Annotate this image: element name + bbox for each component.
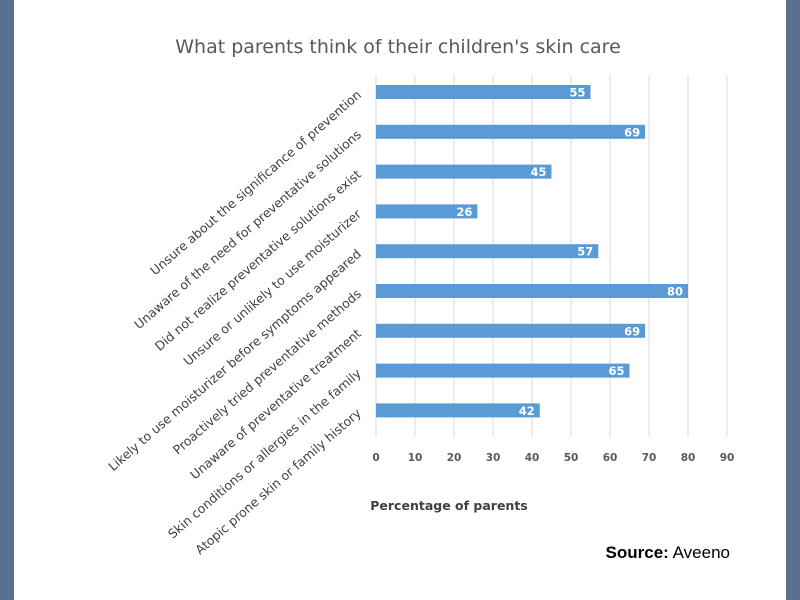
bar xyxy=(376,85,591,99)
x-tick-label: 20 xyxy=(447,452,462,464)
x-tick-label: 0 xyxy=(372,452,379,464)
data-label: 55 xyxy=(569,86,585,100)
source-value: Aveeno xyxy=(672,543,730,562)
x-tick-label: 60 xyxy=(603,452,618,464)
data-label: 42 xyxy=(519,404,535,418)
source-label: Source: xyxy=(605,543,669,562)
bar xyxy=(376,204,478,219)
data-label: 26 xyxy=(456,205,472,219)
data-label: 80 xyxy=(667,285,683,299)
bar xyxy=(376,363,630,378)
x-tick-label: 30 xyxy=(486,452,501,464)
bar-chart: What parents think of their children's s… xyxy=(105,36,734,558)
data-label: 45 xyxy=(530,165,546,179)
source-note: Source: Aveeno xyxy=(606,543,730,563)
bar xyxy=(376,164,552,179)
bar xyxy=(376,124,646,139)
category-label: Unsure about the significance of prevent… xyxy=(147,87,364,278)
category-label: Did not realize preventative solutions e… xyxy=(152,166,364,353)
chart-card: What parents think of their children's s… xyxy=(14,0,786,600)
x-tick-label: 10 xyxy=(408,452,423,464)
bar xyxy=(376,323,646,338)
x-tick-label: 90 xyxy=(720,452,735,464)
category-label: Atopic prone skin or family history xyxy=(192,405,364,558)
bars: 55 69 45 26 57 80 69 65 42 xyxy=(376,85,688,418)
data-label: 57 xyxy=(577,245,593,259)
data-label: 69 xyxy=(624,324,640,338)
x-axis-title: Percentage of parents xyxy=(370,498,528,513)
data-label: 65 xyxy=(608,364,624,378)
x-tick-label: 40 xyxy=(525,452,540,464)
chart-title: What parents think of their children's s… xyxy=(175,36,621,58)
data-label: 69 xyxy=(624,125,640,139)
bar xyxy=(376,403,540,418)
x-tick-label: 80 xyxy=(681,452,696,464)
x-tick-label: 50 xyxy=(564,452,579,464)
bar xyxy=(376,244,599,259)
category-labels: Unsure about the significance of prevent… xyxy=(105,87,364,558)
x-tick-labels: 0 10 20 30 40 50 60 70 80 90 xyxy=(372,452,734,464)
bar xyxy=(376,284,688,298)
x-tick-label: 70 xyxy=(642,452,657,464)
category-label: Unaware of preventative treatment xyxy=(187,326,364,483)
